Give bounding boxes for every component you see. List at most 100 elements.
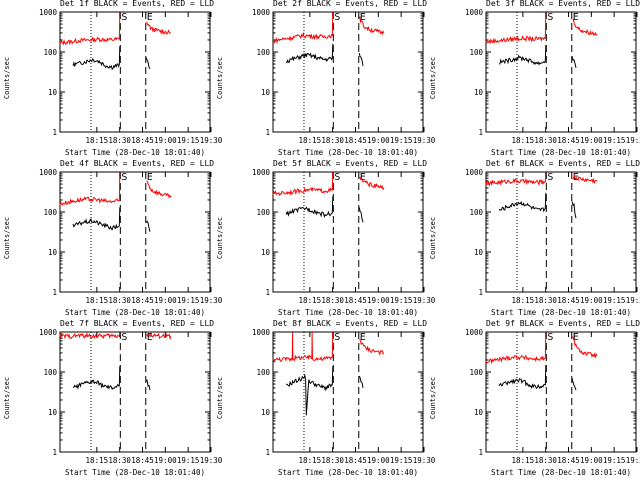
- x-tick-label: 19:00: [580, 136, 603, 145]
- x-tick-label: 19:15: [177, 456, 200, 465]
- axes-frame: [59, 171, 211, 293]
- lld-series-line: [272, 331, 334, 363]
- x-tick-label: 18:15: [512, 456, 535, 465]
- y-tick-label: 100: [469, 208, 483, 217]
- lld-series-line: [572, 336, 598, 358]
- y-tick-label: 100: [43, 368, 57, 377]
- panel-title: Det 4f BLACK = Events, RED = LLD: [60, 159, 215, 168]
- x-tick-label: 18:15: [299, 456, 322, 465]
- y-axis-label: Counts/sec: [429, 376, 438, 420]
- x-tick-label: 19:15: [390, 456, 413, 465]
- x-tick-label: 19:30: [626, 136, 640, 145]
- x-axis-label: Start Time (28-Dec-10 18:01:40): [65, 148, 205, 157]
- x-tick-label: 19:00: [367, 296, 390, 305]
- x-tick-label: 18:15: [86, 456, 109, 465]
- y-axis-label: Counts/sec: [216, 376, 225, 420]
- marker-label: S: [334, 332, 340, 343]
- x-tick-label: 19:00: [367, 456, 390, 465]
- y-tick-label: 1000: [39, 168, 58, 177]
- events-series-line: [358, 375, 364, 388]
- detector-panel: 1 10 100 1000 18:1518:3018:4519:0019:1519:30…: [426, 0, 640, 160]
- x-tick-label: 19:15: [390, 136, 413, 145]
- x-tick-label: 18:15: [512, 296, 535, 305]
- marker-label: S: [547, 172, 553, 183]
- x-tick-label: 19:15: [603, 136, 626, 145]
- lld-series-line: [272, 171, 334, 197]
- marker-label: E: [573, 332, 579, 343]
- x-tick-label: 18:30: [534, 136, 557, 145]
- x-tick-label: 18:45: [131, 456, 154, 465]
- y-axis-label: Counts/sec: [429, 216, 438, 260]
- lld-series-line: [146, 180, 172, 199]
- y-tick-label: 10: [261, 88, 271, 97]
- y-tick-label: 1000: [252, 168, 271, 177]
- plot-area: 1 10 100 1000 18:1518:3018:4519:0019:1519:30…: [465, 168, 640, 305]
- y-axis-label: Counts/sec: [3, 216, 12, 260]
- x-tick-label: 19:30: [626, 456, 640, 465]
- events-series-line: [358, 207, 364, 223]
- x-tick-label: 18:15: [299, 136, 322, 145]
- lld-series-line: [359, 16, 385, 36]
- x-tick-label: 18:15: [86, 296, 109, 305]
- y-tick-label: 1: [265, 128, 270, 137]
- axes-frame: [485, 11, 637, 133]
- x-tick-label: 19:30: [200, 136, 223, 145]
- panel-title: Det 9f BLACK = Events, RED = LLD: [486, 319, 640, 328]
- lld-series-line: [59, 171, 121, 206]
- y-tick-label: 1000: [39, 328, 58, 337]
- x-tick-label: 19:15: [177, 136, 200, 145]
- lld-series-line: [485, 11, 547, 45]
- x-axis-label: Start Time (28-Dec-10 18:01:40): [278, 148, 418, 157]
- lld-series-line: [59, 331, 121, 340]
- events-series-line: [145, 220, 151, 232]
- x-tick-label: 19:00: [154, 456, 177, 465]
- marker-label: S: [334, 172, 340, 183]
- lld-series-line: [146, 332, 172, 341]
- axes-frame: [272, 331, 424, 453]
- events-series-line: [498, 192, 547, 213]
- x-tick-label: 19:30: [200, 456, 223, 465]
- y-tick-label: 10: [48, 248, 58, 257]
- y-tick-label: 10: [48, 408, 58, 417]
- x-tick-label: 19:00: [154, 136, 177, 145]
- y-tick-label: 100: [469, 368, 483, 377]
- y-tick-label: 1000: [465, 168, 484, 177]
- x-tick-label: 18:45: [557, 456, 580, 465]
- x-tick-label: 19:15: [603, 456, 626, 465]
- events-series-line: [498, 44, 547, 66]
- events-series-line: [358, 52, 364, 66]
- lld-series-line: [146, 21, 172, 36]
- marker-label: E: [147, 332, 153, 343]
- lld-series-line: [359, 339, 385, 357]
- x-axis-label: Start Time (28-Dec-10 18:01:40): [491, 468, 631, 477]
- x-tick-label: 18:30: [534, 296, 557, 305]
- y-axis-label: Counts/sec: [3, 56, 12, 100]
- x-tick-label: 18:45: [344, 136, 367, 145]
- marker-label: E: [360, 172, 366, 183]
- marker-label: E: [573, 12, 579, 23]
- marker-label: E: [360, 12, 366, 23]
- axes-frame: [485, 331, 637, 453]
- x-tick-label: 19:30: [413, 136, 436, 145]
- events-series-line: [146, 379, 151, 391]
- lld-series-line: [485, 171, 547, 187]
- y-tick-label: 1: [478, 288, 483, 297]
- y-tick-label: 1: [52, 448, 57, 457]
- y-axis-label: Counts/sec: [3, 376, 12, 420]
- panel-title: Det 7f BLACK = Events, RED = LLD: [60, 319, 215, 328]
- y-tick-label: 100: [256, 48, 270, 57]
- events-series-line: [72, 207, 121, 231]
- y-axis-label: Counts/sec: [216, 216, 225, 260]
- x-axis-label: Start Time (28-Dec-10 18:01:40): [278, 308, 418, 317]
- y-tick-label: 1: [478, 448, 483, 457]
- x-tick-label: 18:30: [108, 456, 131, 465]
- y-tick-label: 1: [265, 288, 270, 297]
- events-series-line: [571, 201, 577, 219]
- x-tick-label: 19:30: [200, 296, 223, 305]
- x-tick-label: 18:15: [86, 136, 109, 145]
